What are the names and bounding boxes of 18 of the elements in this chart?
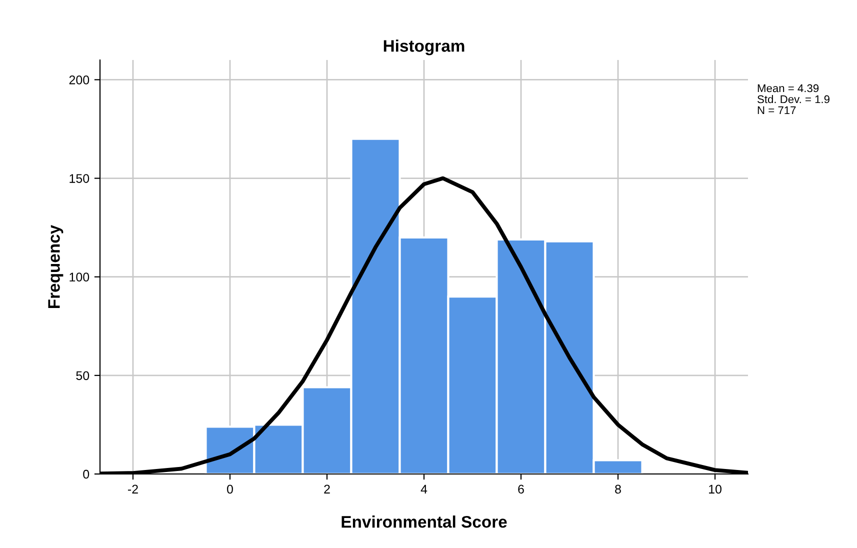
x-tick-label: 0 (227, 484, 233, 494)
x-tick-label: 6 (518, 484, 524, 494)
x-tick-label: 2 (324, 484, 330, 494)
x-tick-label: 8 (615, 484, 621, 494)
x-axis-title: Environmental Score (342, 516, 507, 528)
y-tick-label: 0 (83, 470, 90, 479)
y-axis-title: Frequency (48, 224, 64, 308)
x-tick-label: 10 (709, 484, 722, 494)
y-tick-label: 150 (70, 174, 90, 183)
chart-title: Histogram (384, 40, 464, 56)
y-tick-label: 50 (76, 371, 90, 380)
text: Std. Dev. = 1.9 (758, 95, 830, 104)
x-tick-label: 4 (420, 484, 428, 494)
text: Mean = 4.39 (758, 84, 819, 92)
y-tick-label: 200 (69, 76, 90, 84)
text: N = 717 (758, 106, 796, 114)
x-tick-label: -2 (128, 484, 138, 494)
y-tick-label: 100 (70, 272, 90, 282)
